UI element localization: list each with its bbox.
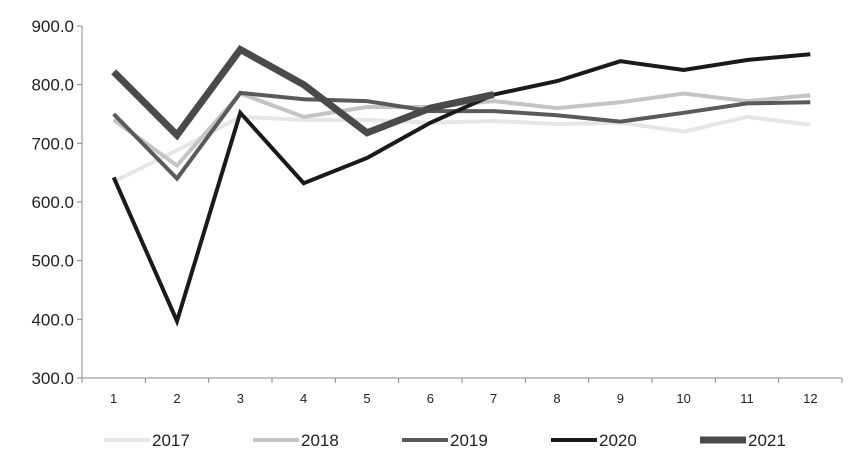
- y-tick-label: 600.0: [31, 193, 74, 212]
- legend: 2017 2018 2019 2020 2021: [104, 431, 786, 450]
- series-line-2020: [111, 52, 811, 327]
- x-tick-label: 3: [237, 391, 244, 406]
- x-tick-label: 9: [617, 391, 624, 406]
- x-tick-label: 12: [803, 391, 817, 406]
- x-tick-label: 8: [553, 391, 560, 406]
- series-line-2017: [112, 114, 811, 184]
- x-tick-label: 4: [300, 391, 307, 406]
- series-lines: [111, 44, 811, 327]
- x-tick-label: 10: [676, 391, 690, 406]
- series-line-2019: [112, 90, 811, 182]
- x-tick-label: 5: [363, 391, 370, 406]
- y-tick-label: 400.0: [31, 310, 74, 329]
- legend-label: 2020: [599, 431, 637, 450]
- y-tick-label: 500.0: [31, 252, 74, 271]
- legend-label: 2018: [301, 431, 339, 450]
- x-tick-label: 2: [173, 391, 180, 406]
- x-axis: 1 2 3 4 5 6 7 8 9 10 11 12: [81, 377, 843, 406]
- legend-label: 2021: [748, 431, 786, 450]
- y-axis: 300.0 400.0 500.0 600.0 700.0 800.0 900.0: [31, 17, 83, 388]
- y-tick-label: 300.0: [31, 369, 74, 388]
- legend-label: 2019: [450, 431, 488, 450]
- y-tick-label: 900.0: [31, 17, 74, 36]
- x-tick-label: 1: [110, 391, 117, 406]
- x-tick-label: 11: [740, 391, 754, 406]
- series-line-2021: [111, 44, 495, 141]
- y-tick-label: 800.0: [31, 76, 74, 95]
- x-tick-label: 6: [427, 391, 434, 406]
- x-tick-label: 7: [490, 391, 497, 406]
- legend-label: 2017: [152, 431, 190, 450]
- y-tick-label: 700.0: [31, 134, 74, 153]
